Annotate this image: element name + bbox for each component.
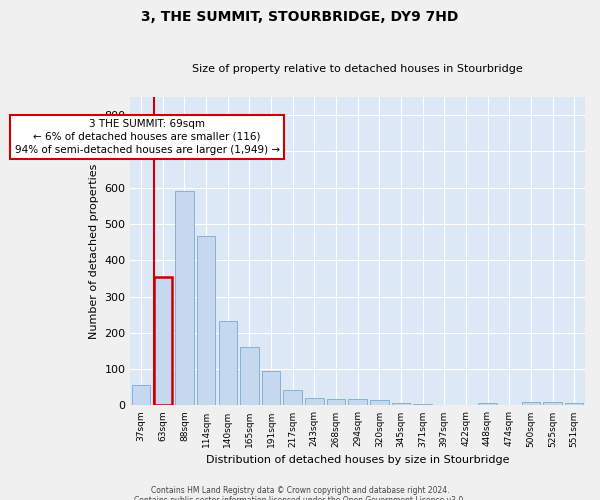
Bar (305, 398, 323, 406)
Bar (478, 402, 497, 406)
Bar (370, 400, 389, 406)
Text: Contains HM Land Registry data © Crown copyright and database right 2024.: Contains HM Land Registry data © Crown c… (151, 486, 449, 495)
Bar (240, 348, 259, 406)
Bar (132, 386, 151, 406)
Bar (521, 402, 540, 406)
Title: Size of property relative to detached houses in Stourbridge: Size of property relative to detached ho… (192, 64, 523, 74)
Text: Contains public sector information licensed under the Open Government Licence v3: Contains public sector information licen… (134, 496, 466, 500)
Bar (435, 404, 454, 406)
Bar (154, 276, 172, 406)
Bar (349, 398, 367, 406)
Y-axis label: Number of detached properties: Number of detached properties (89, 164, 99, 339)
Bar (175, 192, 194, 406)
Bar (197, 236, 215, 406)
Bar (283, 390, 302, 406)
Text: 3 THE SUMMIT: 69sqm
← 6% of detached houses are smaller (116)
94% of semi-detach: 3 THE SUMMIT: 69sqm ← 6% of detached hou… (14, 119, 280, 155)
Bar (262, 371, 280, 406)
Bar (544, 402, 562, 406)
Bar (457, 404, 475, 406)
Bar (413, 404, 432, 406)
X-axis label: Distribution of detached houses by size in Stourbridge: Distribution of detached houses by size … (206, 455, 509, 465)
Bar (327, 398, 345, 406)
Text: 3, THE SUMMIT, STOURBRIDGE, DY9 7HD: 3, THE SUMMIT, STOURBRIDGE, DY9 7HD (142, 10, 458, 24)
Bar (392, 404, 410, 406)
Bar (565, 404, 583, 406)
Bar (218, 321, 237, 406)
